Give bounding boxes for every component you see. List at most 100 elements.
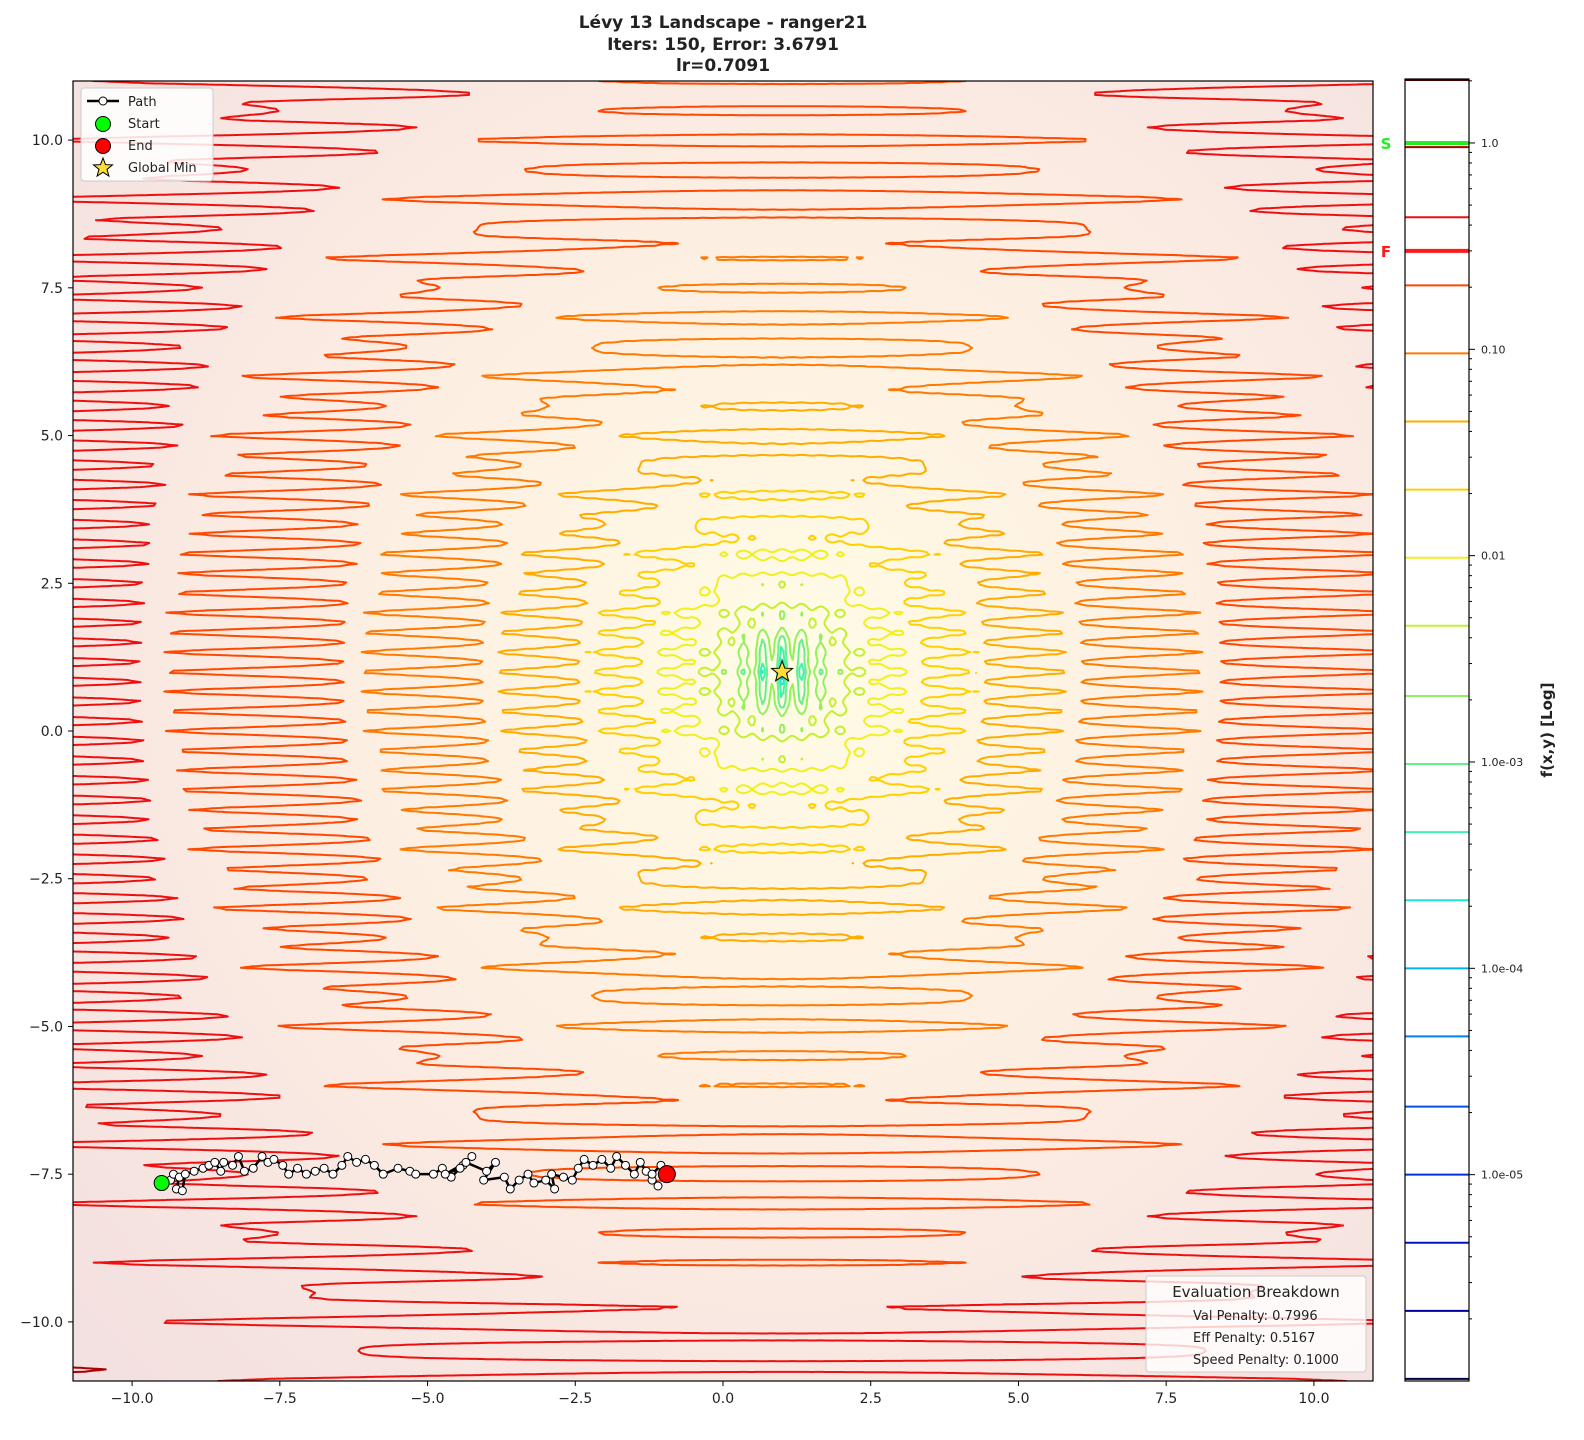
x-tick-label: 0.0: [712, 1391, 734, 1407]
x-tick-label: −10.0: [111, 1391, 154, 1407]
path-point: [440, 1169, 450, 1179]
path-point: [505, 1184, 515, 1194]
y-tick-label: 5.0: [41, 429, 63, 445]
path-point: [621, 1160, 630, 1170]
breakdown-val-penalty: Val Penalty: 0.7996: [1193, 1309, 1318, 1324]
colorbar: S F 1.0 0.10 0.01 1.0e-03 1.0e-04 1.0e-05 f(x,y…: [1381, 78, 1556, 1382]
path-point: [597, 1154, 607, 1164]
colorbar-tick-label: 1.0e-03: [1481, 756, 1523, 769]
contour-level-14: [497, 401, 1067, 943]
chart-title-line-3: lr=0.7091: [676, 56, 770, 76]
path-point: [210, 1157, 220, 1167]
y-tick-label: 7.5: [41, 281, 63, 297]
y-tick-label: 0.0: [41, 724, 63, 740]
path-point: [216, 1166, 226, 1176]
y-tick-label: 2.5: [41, 576, 63, 592]
legend-label-global-min: Global Min: [128, 161, 197, 176]
path-point: [547, 1169, 557, 1179]
colorbar-tick-label: 1.0e-05: [1481, 1169, 1523, 1182]
y-axis: 10.0 7.5 5.0 2.5 0.0 −2.5 −5.0 −7.5 −10.0: [20, 133, 73, 1331]
y-tick-label: −2.5: [29, 872, 63, 888]
path-point: [228, 1160, 238, 1170]
path-point: [579, 1154, 589, 1164]
global-min-star: [770, 659, 794, 682]
x-tick-label: 5.0: [1007, 1391, 1029, 1407]
path-point: [310, 1166, 320, 1176]
chart-title-line-1: Lévy 13 Landscape - ranger21: [579, 13, 868, 33]
path-point: [278, 1160, 288, 1170]
legend-label-start: Start: [128, 117, 160, 132]
path-point: [239, 1166, 249, 1176]
path-point: [378, 1169, 388, 1179]
path-point: [647, 1169, 657, 1179]
contour-level-15: [360, 255, 1204, 1089]
contour-level-16: [163, 81, 1373, 1267]
legend-end-marker: [95, 138, 111, 154]
path-point: [629, 1169, 639, 1179]
path-point: [393, 1163, 403, 1173]
path-point: [343, 1151, 353, 1161]
path-point: [635, 1157, 645, 1167]
legend-start-marker: [95, 116, 111, 132]
path-point: [180, 1169, 190, 1179]
legend-path-marker: [98, 96, 108, 106]
path-point: [567, 1175, 577, 1185]
path-point: [523, 1169, 533, 1179]
path-point: [461, 1157, 471, 1167]
path-point: [352, 1157, 362, 1167]
colorbar-frame: [1404, 78, 1470, 1382]
y-tick-label: 10.0: [32, 133, 63, 149]
colorbar-tick-label: 0.10: [1481, 343, 1506, 356]
path-point: [284, 1169, 294, 1179]
path-point: [257, 1151, 267, 1161]
contour-level-13: [584, 489, 980, 855]
breakdown-speed-penalty: Speed Penalty: 0.1000: [1193, 1353, 1339, 1368]
path-point: [293, 1163, 303, 1173]
path-point: [529, 1178, 539, 1188]
colorbar-tick-label: 1.0e-04: [1481, 962, 1523, 975]
chart-title-line-2: Iters: 150, Error: 3.6791: [607, 35, 839, 55]
path-point: [248, 1163, 258, 1173]
end-marker: [657, 1165, 676, 1184]
path-point: [337, 1160, 347, 1170]
x-tick-label: −2.5: [558, 1391, 592, 1407]
path-point: [233, 1151, 243, 1161]
start-marker: [153, 1175, 170, 1192]
y-tick-label: −7.5: [29, 1167, 63, 1183]
x-tick-label: 7.5: [1155, 1391, 1177, 1407]
breakdown-box: [1145, 1275, 1367, 1373]
contour-lines: [73, 81, 1373, 1381]
path-point: [328, 1169, 338, 1179]
path-point: [455, 1163, 465, 1173]
x-tick-label: −7.5: [263, 1391, 297, 1407]
x-tick-label: −5.0: [411, 1391, 445, 1407]
colorbar-marker-S: S: [1381, 135, 1392, 153]
colorbar-tick-label: 0.01: [1481, 550, 1506, 563]
x-tick-label: 10.0: [1298, 1391, 1329, 1407]
path-point: [219, 1157, 229, 1167]
colorbar-label: f(x,y) [Log]: [1538, 683, 1556, 778]
path-point: [541, 1175, 551, 1185]
path-point: [588, 1160, 598, 1170]
x-tick-label: 2.5: [860, 1391, 882, 1407]
path-point: [369, 1160, 379, 1170]
path-point: [514, 1175, 524, 1185]
contour-level-10: [720, 610, 844, 734]
path-point: [606, 1163, 616, 1173]
path-point: [482, 1166, 492, 1176]
legend-star-icon: [92, 156, 114, 178]
path-point: [189, 1166, 199, 1176]
path-point: [479, 1175, 489, 1185]
path-point: [550, 1184, 560, 1194]
path-point: [467, 1151, 477, 1161]
legend-label-end: End: [128, 139, 153, 154]
breakdown-title: Evaluation Breakdown: [1172, 1283, 1340, 1301]
path-point: [653, 1181, 663, 1191]
legend-box: [80, 87, 214, 182]
path-point: [361, 1154, 370, 1164]
legend: Path Start End Global Min: [80, 87, 214, 182]
path-point: [269, 1154, 279, 1164]
path-point: [612, 1151, 622, 1161]
path-point: [573, 1163, 583, 1173]
